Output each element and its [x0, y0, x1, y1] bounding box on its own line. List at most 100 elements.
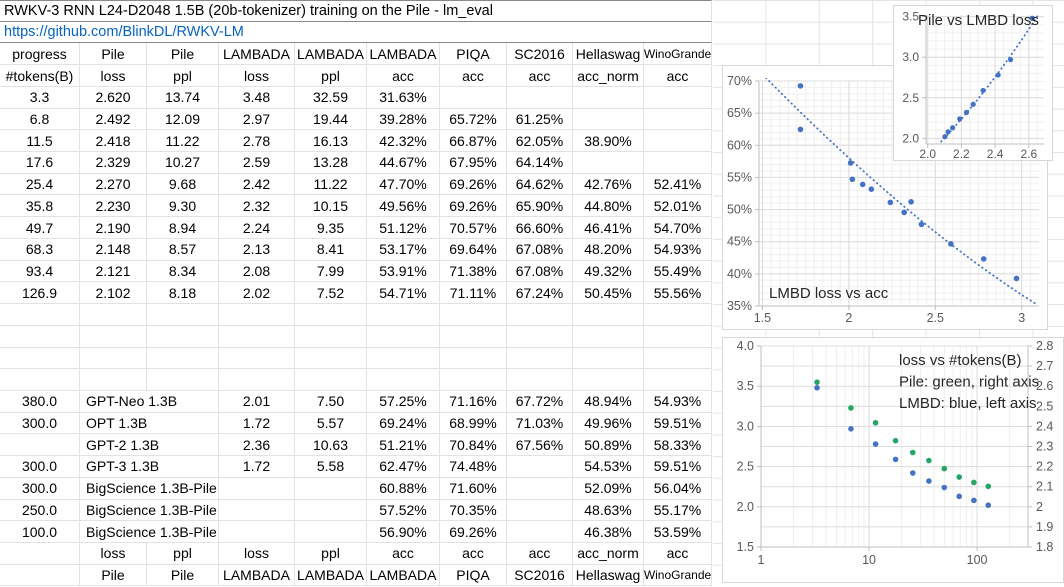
table-row-cell[interactable]: 93.4: [0, 260, 80, 283]
table-row-cell[interactable]: 25.4: [0, 173, 80, 196]
baseline-value-cell[interactable]: 49.96%: [573, 412, 644, 435]
table-row-cell[interactable]: 50.45%: [573, 282, 644, 305]
empty-cell[interactable]: [440, 304, 507, 326]
chart-loss-vs-tokens[interactable]: 1 10 100 1.5 2.0 2.5 3.0 3.5 4.0 1.8 1.9 2 2.1 2.2 2.3…: [722, 337, 1064, 583]
table-row-cell[interactable]: 6.8: [0, 108, 80, 131]
table-row-cell[interactable]: 54.71%: [367, 282, 440, 305]
github-link[interactable]: https://github.com/BlinkDL/RWKV-LM: [0, 21, 712, 44]
table-row-cell[interactable]: 2.13: [219, 238, 295, 261]
table-row-cell[interactable]: 61.25%: [507, 108, 573, 131]
table-row-cell[interactable]: 44.67%: [367, 152, 440, 174]
baseline-value-cell[interactable]: [507, 499, 573, 522]
table-row-cell[interactable]: 2.190: [80, 217, 147, 239]
footer-subheader[interactable]: acc: [440, 542, 507, 565]
table-row-cell[interactable]: 46.41%: [573, 217, 644, 239]
empty-cell[interactable]: [219, 369, 295, 391]
table-row-cell[interactable]: 71.11%: [440, 282, 507, 305]
table-row-cell[interactable]: 69.26%: [440, 173, 507, 196]
empty-cell[interactable]: [0, 347, 80, 370]
chart-pile-vs-lmbd-loss[interactable]: 2.0 2.2 2.4 2.6 2.0 2.5 3.0 3.5 Pile vs LMBD los…: [893, 5, 1053, 161]
table-row-cell[interactable]: 7.52: [295, 282, 367, 305]
table-row-cell[interactable]: 42.76%: [573, 173, 644, 196]
table-row-cell[interactable]: [507, 86, 573, 109]
baseline-tokens-cell[interactable]: 300.0: [0, 477, 80, 500]
column-header[interactable]: LAMBADA: [367, 43, 440, 66]
table-row-cell[interactable]: 13.74: [147, 86, 219, 109]
empty-cell[interactable]: [367, 304, 440, 326]
baseline-value-cell[interactable]: 59.51%: [644, 456, 712, 478]
footer-header[interactable]: PIQA: [440, 564, 507, 587]
footer-subheader[interactable]: loss: [219, 542, 295, 565]
empty-cell[interactable]: [367, 369, 440, 391]
baseline-value-cell[interactable]: 10.63: [295, 434, 367, 457]
table-row-cell[interactable]: 2.24: [219, 217, 295, 239]
baseline-value-cell[interactable]: [219, 521, 295, 543]
baseline-value-cell[interactable]: [507, 521, 573, 543]
baseline-value-cell[interactable]: 54.93%: [644, 390, 712, 413]
baseline-value-cell[interactable]: 2.01: [219, 390, 295, 413]
table-row-cell[interactable]: 2.329: [80, 152, 147, 174]
table-row-cell[interactable]: 7.99: [295, 260, 367, 283]
empty-cell[interactable]: [295, 369, 367, 391]
baseline-value-cell[interactable]: 71.16%: [440, 390, 507, 413]
table-row-cell[interactable]: 9.35: [295, 217, 367, 239]
empty-cell[interactable]: [644, 325, 712, 348]
table-row-cell[interactable]: 11.5: [0, 130, 80, 153]
empty-cell[interactable]: [219, 304, 295, 326]
baseline-value-cell[interactable]: 54.53%: [573, 456, 644, 478]
table-row-cell[interactable]: 49.32%: [573, 260, 644, 283]
table-row-cell[interactable]: [573, 152, 644, 174]
table-row-cell[interactable]: 51.12%: [367, 217, 440, 239]
table-row-cell[interactable]: 65.90%: [507, 195, 573, 218]
sheet-title[interactable]: RWKV-3 RNN L24-D2048 1.5B (20b-tokenizer…: [0, 0, 712, 22]
table-row-cell[interactable]: 71.38%: [440, 260, 507, 283]
column-header[interactable]: LAMBADA: [219, 43, 295, 66]
baseline-value-cell[interactable]: 1.72: [219, 412, 295, 435]
baseline-tokens-cell[interactable]: [0, 434, 80, 457]
table-row-cell[interactable]: 64.14%: [507, 152, 573, 174]
baseline-value-cell[interactable]: [295, 477, 367, 500]
baseline-value-cell[interactable]: [295, 499, 367, 522]
column-header[interactable]: LAMBADA: [295, 43, 367, 66]
baseline-model-name[interactable]: GPT-3 1.3B: [80, 456, 219, 478]
empty-cell[interactable]: [507, 304, 573, 326]
empty-cell[interactable]: [80, 347, 147, 370]
footer-header[interactable]: LAMBADA: [367, 564, 440, 587]
column-subheader[interactable]: loss: [219, 65, 295, 87]
table-row-cell[interactable]: 49.56%: [367, 195, 440, 218]
table-row-cell[interactable]: 67.08%: [507, 238, 573, 261]
table-row-cell[interactable]: 52.01%: [644, 195, 712, 218]
table-row-cell[interactable]: 2.121: [80, 260, 147, 283]
footer-header[interactable]: [0, 564, 80, 587]
footer-subheader[interactable]: ppl: [295, 542, 367, 565]
column-header[interactable]: SC2016: [507, 43, 573, 66]
table-row-cell[interactable]: 2.02: [219, 282, 295, 305]
table-row-cell[interactable]: 65.72%: [440, 108, 507, 131]
empty-cell[interactable]: [644, 304, 712, 326]
empty-cell[interactable]: [147, 347, 219, 370]
footer-subheader[interactable]: ppl: [147, 542, 219, 565]
footer-subheader[interactable]: acc_norm: [573, 542, 644, 565]
baseline-value-cell[interactable]: 62.47%: [367, 456, 440, 478]
empty-cell[interactable]: [367, 347, 440, 370]
column-subheader[interactable]: acc: [644, 65, 712, 87]
baseline-value-cell[interactable]: 52.09%: [573, 477, 644, 500]
table-row-cell[interactable]: 44.80%: [573, 195, 644, 218]
table-row-cell[interactable]: 2.78: [219, 130, 295, 153]
table-row-cell[interactable]: 10.27: [147, 152, 219, 174]
empty-cell[interactable]: [0, 369, 80, 391]
table-row-cell[interactable]: 3.48: [219, 86, 295, 109]
table-row-cell[interactable]: 62.05%: [507, 130, 573, 153]
footer-header[interactable]: SC2016: [507, 564, 573, 587]
table-row-cell[interactable]: 52.41%: [644, 173, 712, 196]
baseline-value-cell[interactable]: 2.36: [219, 434, 295, 457]
baseline-value-cell[interactable]: 60.88%: [367, 477, 440, 500]
table-row-cell[interactable]: [644, 108, 712, 131]
table-row-cell[interactable]: 2.102: [80, 282, 147, 305]
empty-cell[interactable]: [367, 325, 440, 348]
table-row-cell[interactable]: 19.44: [295, 108, 367, 131]
empty-cell[interactable]: [573, 347, 644, 370]
baseline-tokens-cell[interactable]: 380.0: [0, 390, 80, 413]
table-row-cell[interactable]: 2.270: [80, 173, 147, 196]
footer-header[interactable]: Hellaswag: [573, 564, 644, 587]
